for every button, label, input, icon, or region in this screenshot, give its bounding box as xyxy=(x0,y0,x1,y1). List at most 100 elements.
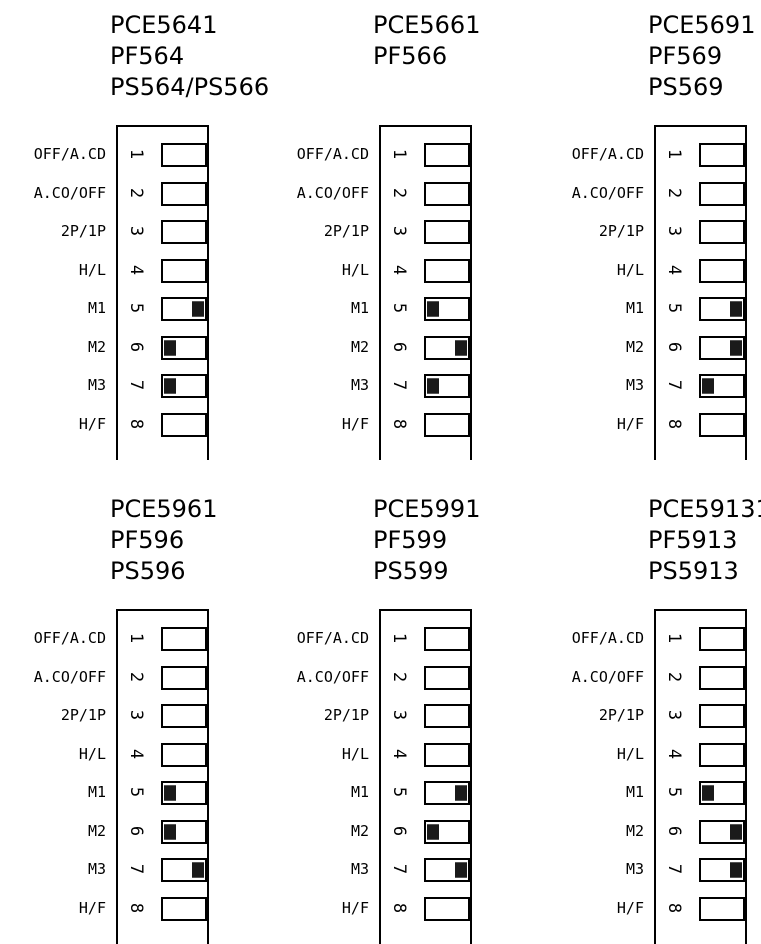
switch-label: M3 xyxy=(350,376,369,394)
dip-switch-slot[interactable] xyxy=(161,819,207,844)
dip-switch-housing xyxy=(379,125,472,460)
switch-label: H/L xyxy=(341,744,369,763)
switch-knob xyxy=(192,862,204,878)
dip-switch-slot[interactable] xyxy=(424,297,470,321)
switch-block-6: PCE59131 PF5913 PS5913 OFF/A.CD 1 A.CO/OFF 2 2P… xyxy=(538,484,761,944)
dip-switch-slot[interactable] xyxy=(424,819,470,844)
switch-number: 4 xyxy=(126,264,146,275)
dip-switch-slot[interactable] xyxy=(161,412,207,437)
dip-switch-slot[interactable] xyxy=(699,258,745,283)
dip-switch-slot[interactable] xyxy=(699,858,745,882)
dip-switch-slot[interactable] xyxy=(699,143,745,167)
dip-switch-slot[interactable] xyxy=(424,627,470,651)
switch-knob xyxy=(164,339,176,356)
dip-switch-slot[interactable] xyxy=(424,781,470,805)
switch-number: 7 xyxy=(664,379,684,391)
switch-number: 1 xyxy=(126,632,146,644)
switch-number: 3 xyxy=(126,225,146,237)
switch-number: 3 xyxy=(664,225,684,237)
switch-knob xyxy=(730,301,742,317)
dip-switch-housing xyxy=(116,125,209,460)
switch-knob xyxy=(427,823,439,840)
dip-switch-slot[interactable] xyxy=(161,781,207,805)
dip-switch-slot[interactable] xyxy=(161,858,207,882)
switch-number: 6 xyxy=(126,341,146,352)
switch-label: H/F xyxy=(78,414,106,433)
dip-switch-slot[interactable] xyxy=(424,742,470,767)
switch-knob xyxy=(455,785,467,801)
dip-switch-slot[interactable] xyxy=(161,896,207,921)
dip-switch-slot[interactable] xyxy=(699,297,745,321)
switch-number: 2 xyxy=(126,671,146,682)
model-name: PF5913 xyxy=(648,526,738,554)
switch-number: 4 xyxy=(664,748,684,759)
switch-number: 6 xyxy=(126,825,146,836)
switch-number: 8 xyxy=(664,902,684,913)
switch-block-5: PCE5991 PF599 PS599 OFF/A.CD 1 A.CO/OFF 2 2P/1P… xyxy=(263,484,523,944)
dip-switch-slot[interactable] xyxy=(699,704,745,728)
dip-switch-slot[interactable] xyxy=(424,143,470,167)
switch-number: 2 xyxy=(389,187,409,198)
switch-label: M3 xyxy=(87,376,106,394)
dip-switch-slot[interactable] xyxy=(699,896,745,921)
dip-switch-slot[interactable] xyxy=(161,627,207,651)
dip-switch-slot[interactable] xyxy=(424,258,470,283)
dip-switch-slot[interactable] xyxy=(161,335,207,360)
dip-switch-slot[interactable] xyxy=(161,220,207,244)
switch-number: 4 xyxy=(389,748,409,759)
dip-switch-slot[interactable] xyxy=(161,742,207,767)
dip-switch-slot[interactable] xyxy=(424,665,470,690)
dip-switch-slot[interactable] xyxy=(699,412,745,437)
switch-number: 8 xyxy=(664,418,684,429)
dip-switch-slot[interactable] xyxy=(161,704,207,728)
model-name: PF566 xyxy=(373,42,448,70)
dip-switch-slot[interactable] xyxy=(424,374,470,398)
switch-label: M1 xyxy=(87,783,106,801)
switch-knob xyxy=(427,301,439,317)
switch-label: M2 xyxy=(625,337,644,356)
switch-label: OFF/A.CD xyxy=(33,629,106,647)
dip-switch-slot[interactable] xyxy=(699,665,745,690)
switch-number: 1 xyxy=(664,632,684,644)
switch-number: 8 xyxy=(126,902,146,913)
dip-switch-slot[interactable] xyxy=(699,220,745,244)
switch-number: 5 xyxy=(126,786,146,798)
dip-switch-slot[interactable] xyxy=(699,781,745,805)
dip-switch-slot[interactable] xyxy=(699,742,745,767)
model-name: PF569 xyxy=(648,42,723,70)
dip-switch-slot[interactable] xyxy=(699,181,745,206)
switch-label: M1 xyxy=(350,299,369,317)
dip-switch-slot[interactable] xyxy=(699,374,745,398)
dip-switch-slot[interactable] xyxy=(424,181,470,206)
switch-knob xyxy=(164,785,176,801)
switch-label: A.CO/OFF xyxy=(571,183,644,202)
dip-switch-slot[interactable] xyxy=(424,220,470,244)
switch-label: M1 xyxy=(87,299,106,317)
dip-switch-slot[interactable] xyxy=(699,335,745,360)
dip-switch-slot[interactable] xyxy=(161,374,207,398)
switch-label: H/F xyxy=(616,898,644,917)
model-name: PCE5691 xyxy=(648,11,756,39)
switch-number: 6 xyxy=(664,341,684,352)
dip-switch-slot[interactable] xyxy=(424,412,470,437)
switch-label: 2P/1P xyxy=(323,222,369,240)
switch-label: H/L xyxy=(616,744,644,763)
dip-switch-slot[interactable] xyxy=(424,335,470,360)
switch-label: H/L xyxy=(616,260,644,279)
model-name: PCE5641 xyxy=(110,11,218,39)
switch-label: A.CO/OFF xyxy=(296,183,369,202)
dip-switch-slot[interactable] xyxy=(699,627,745,651)
model-name: PS599 xyxy=(373,557,449,585)
dip-switch-slot[interactable] xyxy=(161,258,207,283)
dip-switch-slot[interactable] xyxy=(161,181,207,206)
switch-label: M2 xyxy=(350,821,369,840)
dip-switch-slot[interactable] xyxy=(699,819,745,844)
dip-switch-slot[interactable] xyxy=(161,143,207,167)
dip-switch-slot[interactable] xyxy=(424,896,470,921)
dip-switch-slot[interactable] xyxy=(424,858,470,882)
dip-switch-slot[interactable] xyxy=(424,704,470,728)
switch-label: H/F xyxy=(78,898,106,917)
dip-switch-slot[interactable] xyxy=(161,665,207,690)
switch-label: M2 xyxy=(350,337,369,356)
dip-switch-slot[interactable] xyxy=(161,297,207,321)
